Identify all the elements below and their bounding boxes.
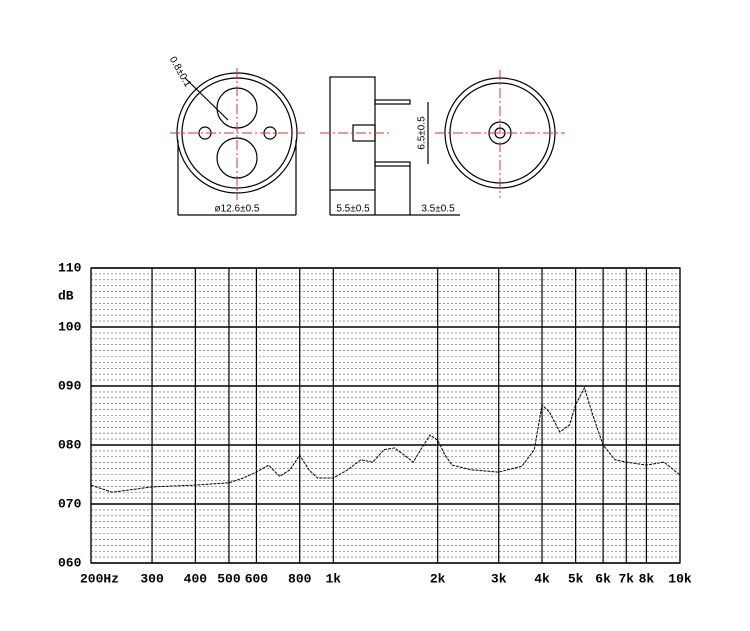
- x-tick-label: 200Hz: [80, 571, 119, 586]
- dim-label: ø12.6±0.5: [215, 204, 260, 215]
- leader: [184, 77, 229, 121]
- dim-label: 6.5±0.5: [417, 116, 428, 150]
- dim-label: 0.8±0.1: [167, 55, 193, 90]
- y-tick-label: 060: [58, 555, 82, 570]
- x-tick-label: 5k: [568, 571, 584, 586]
- response-curve: [90, 386, 681, 493]
- x-tick-label: 8k: [639, 571, 655, 586]
- dim-label: 3.5±0.5: [421, 204, 455, 215]
- x-tick-label: 300: [140, 571, 164, 586]
- y-tick-label: 110: [58, 260, 82, 275]
- x-tick-label: 600: [245, 571, 269, 586]
- pin: [374, 161, 411, 167]
- y-tick-label: 100: [58, 319, 82, 334]
- x-tick-label: 400: [184, 571, 208, 586]
- y-tick-label: 080: [58, 437, 82, 452]
- y-tick-label: 090: [58, 378, 82, 393]
- technical-drawing: 0.8±0.1 ø12.6±0.5 5.5±0.5 6.5±0.5 3.5±0.…: [167, 55, 565, 216]
- x-tick-label: 2k: [430, 571, 446, 586]
- y-tick-label: 070: [58, 496, 82, 511]
- x-tick-label: 7k: [618, 571, 634, 586]
- x-tick-label: 500: [217, 571, 241, 586]
- x-tick-label: 1k: [326, 571, 342, 586]
- x-tick-label: 4k: [534, 571, 550, 586]
- x-tick-label: 10k: [668, 571, 692, 586]
- y-axis-label: dB: [58, 288, 74, 303]
- dim-label: 5.5±0.5: [336, 204, 370, 215]
- x-tick-label: 6k: [595, 571, 611, 586]
- pin: [374, 99, 411, 105]
- x-tick-label: 3k: [491, 571, 507, 586]
- x-tick-label: 800: [288, 571, 312, 586]
